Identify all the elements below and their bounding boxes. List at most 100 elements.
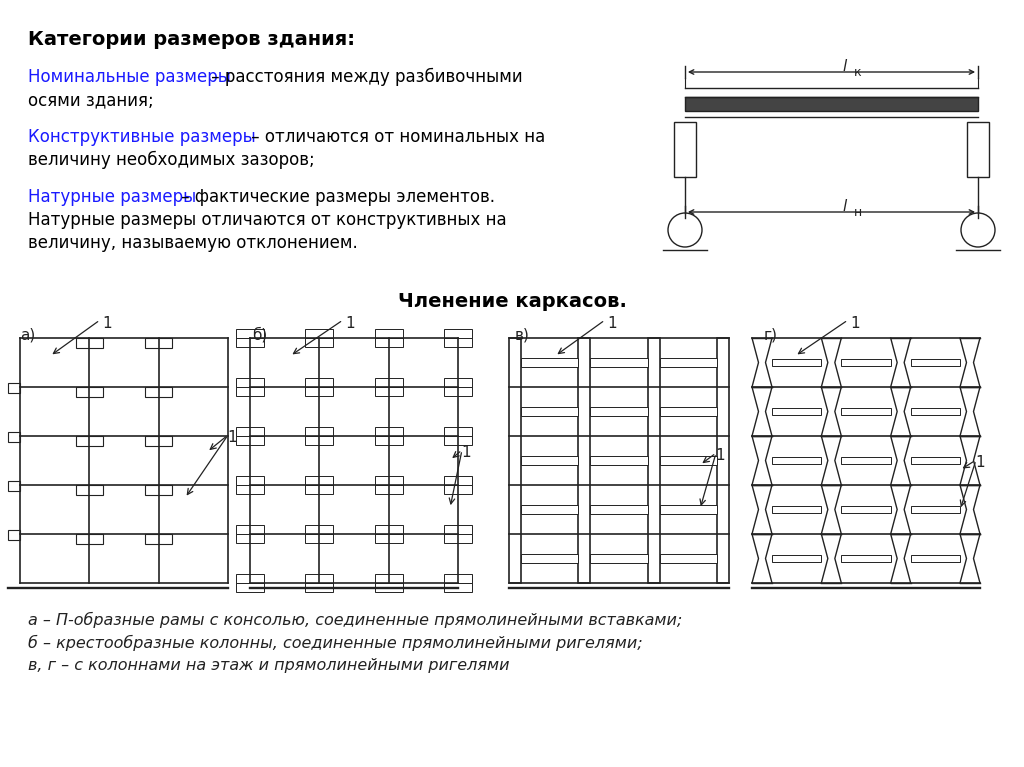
Bar [375, 534, 402, 543]
Bar [444, 583, 472, 592]
Bar [521, 554, 579, 563]
Bar [145, 436, 172, 446]
Bar [375, 338, 402, 347]
Bar [842, 505, 891, 513]
Bar [237, 436, 264, 445]
Bar [305, 427, 333, 436]
Bar [145, 387, 172, 397]
Bar [8, 530, 20, 541]
Bar [375, 436, 402, 445]
Bar [444, 534, 472, 543]
Bar [375, 583, 402, 592]
Bar [145, 534, 172, 544]
Text: б – крестообразные колонны, соединенные прямолинейными ригелями;: б – крестообразные колонны, соединенные … [28, 635, 643, 651]
Bar [772, 359, 821, 366]
Bar [674, 122, 696, 177]
Bar [237, 387, 264, 396]
Bar [647, 338, 659, 583]
Text: Номинальные размеры: Номинальные размеры [28, 68, 230, 86]
Text: Категории размеров здания:: Категории размеров здания: [28, 30, 355, 49]
Text: Натурные размеры: Натурные размеры [28, 188, 197, 206]
Bar [772, 457, 821, 464]
Bar [521, 407, 579, 416]
Text: величину необходимых зазоров;: величину необходимых зазоров; [28, 151, 314, 170]
Bar [910, 457, 961, 464]
Bar [76, 485, 102, 495]
Text: 1: 1 [345, 316, 354, 331]
Bar [444, 387, 472, 396]
Bar [444, 485, 472, 494]
Bar [772, 505, 821, 513]
Bar [717, 338, 729, 583]
Bar [237, 427, 264, 436]
Bar [842, 555, 891, 562]
Bar [237, 329, 264, 338]
Bar [910, 408, 961, 415]
Bar [237, 525, 264, 534]
Text: осями здания;: осями здания; [28, 91, 154, 109]
Bar [305, 338, 333, 347]
Bar [659, 358, 717, 367]
Bar [659, 505, 717, 514]
Bar [842, 408, 891, 415]
Bar [76, 387, 102, 397]
Bar [659, 554, 717, 563]
Bar [444, 574, 472, 583]
Text: величину, называемую отклонением.: величину, называемую отклонением. [28, 234, 357, 252]
Bar [772, 555, 821, 562]
Bar [521, 358, 579, 367]
Text: в, г – с колоннами на этаж и прямолинейными ригелями: в, г – с колоннами на этаж и прямолинейн… [28, 658, 510, 673]
Text: а – П-образные рамы с консолью, соединенные прямолинейными вставками;: а – П-образные рамы с консолью, соединен… [28, 612, 682, 628]
Bar [685, 97, 978, 111]
Bar [659, 456, 717, 465]
Bar [910, 505, 961, 513]
Bar [305, 329, 333, 338]
Text: 1: 1 [850, 316, 860, 331]
Bar [76, 436, 102, 446]
Bar [375, 574, 402, 583]
Bar [659, 407, 717, 416]
Text: $l$: $l$ [842, 58, 848, 74]
Bar [842, 457, 891, 464]
Bar [444, 436, 472, 445]
Bar [521, 456, 579, 465]
Bar [579, 338, 590, 583]
Bar [8, 432, 20, 443]
Bar [237, 534, 264, 543]
Bar [305, 436, 333, 445]
Text: к: к [853, 66, 861, 79]
Text: а): а) [20, 327, 35, 342]
Bar [76, 338, 102, 347]
Text: 1: 1 [102, 316, 112, 331]
Bar [444, 476, 472, 485]
Bar [237, 338, 264, 347]
Bar [444, 427, 472, 436]
Text: б): б) [252, 327, 267, 343]
Bar [305, 378, 333, 387]
Text: 1: 1 [227, 430, 237, 445]
Text: Конструктивные размеры: Конструктивные размеры [28, 128, 256, 146]
Bar [521, 505, 579, 514]
Bar [375, 476, 402, 485]
Bar [842, 359, 891, 366]
Bar [305, 525, 333, 534]
Bar [375, 485, 402, 494]
Text: н: н [853, 206, 862, 219]
Bar [590, 358, 647, 367]
Bar [509, 338, 521, 583]
Bar [590, 554, 647, 563]
Text: $l$: $l$ [842, 198, 848, 214]
Bar [305, 574, 333, 583]
Bar [375, 378, 402, 387]
Bar [237, 378, 264, 387]
Bar [444, 329, 472, 338]
Bar [444, 378, 472, 387]
Bar [375, 329, 402, 338]
Bar [305, 583, 333, 592]
Bar [237, 583, 264, 592]
Bar [590, 456, 647, 465]
Bar [305, 485, 333, 494]
Bar [910, 555, 961, 562]
Bar [590, 407, 647, 416]
Text: в): в) [515, 327, 529, 342]
